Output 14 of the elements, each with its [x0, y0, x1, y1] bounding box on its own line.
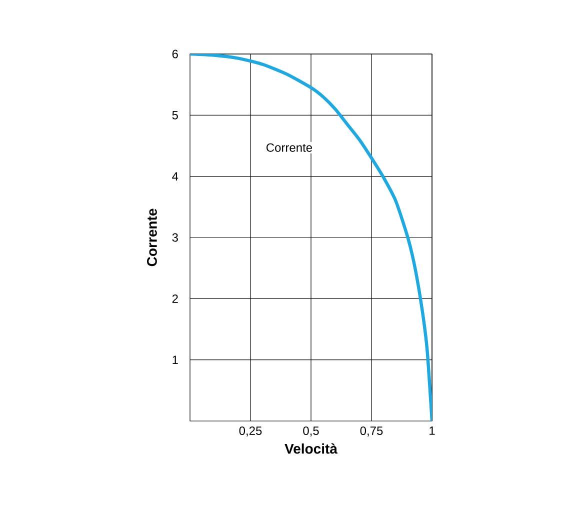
y-tick-label: 2 [172, 294, 178, 303]
x-axis-title: Velocità [284, 443, 338, 454]
x-tick-label: 0,75 [360, 426, 383, 436]
x-tick-label: 1 [430, 426, 435, 435]
y-tick-label: 6 [172, 50, 178, 58]
y-tick-label: 5 [172, 110, 178, 120]
x-tick-label: 0,5 [303, 426, 319, 436]
x-tick-label: 0,25 [239, 426, 262, 436]
annotation: Corrente [266, 143, 312, 152]
y-axis-title: Corrente [147, 208, 157, 266]
line-series [190, 54, 432, 421]
y-tick-label: 3 [172, 233, 178, 242]
y-tick-label: 1 [172, 356, 178, 364]
y-tick-label: 4 [172, 172, 178, 180]
